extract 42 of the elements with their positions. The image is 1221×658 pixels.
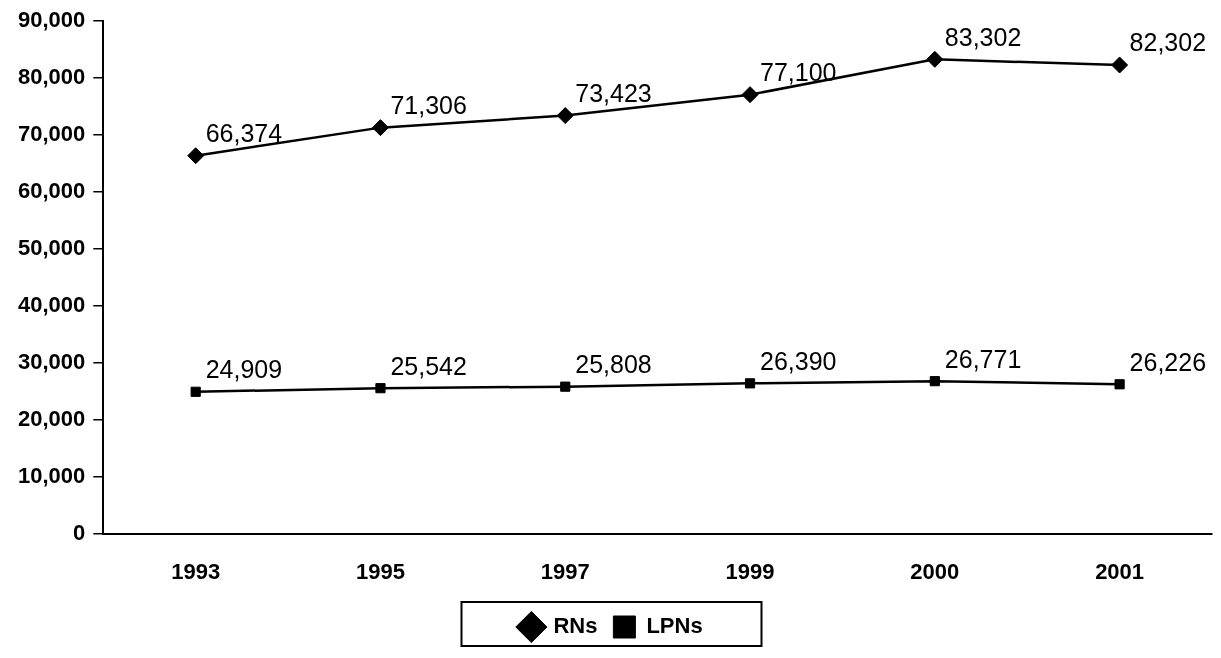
x-tick-label: 1993: [171, 558, 221, 584]
y-tick-label: 20,000: [17, 405, 86, 431]
point: [1111, 56, 1129, 74]
y-tick-label: 60,000: [17, 178, 86, 204]
data-label: 26,390: [760, 346, 837, 375]
point: [926, 50, 944, 68]
y-tick-label: 50,000: [17, 235, 86, 260]
y-tick-label: 30,000: [17, 348, 86, 374]
data-label: 26,226: [1129, 347, 1207, 376]
point: [929, 376, 940, 387]
point: [375, 383, 386, 394]
point: [1114, 379, 1125, 390]
data-label: 82,302: [1129, 28, 1207, 57]
x-tick-label: 1997: [540, 558, 590, 584]
data-label: 25,808: [575, 350, 652, 379]
x-tick-label: 1995: [355, 558, 405, 584]
point: [560, 381, 571, 392]
data-label: 25,542: [390, 351, 467, 380]
x-tick-label: 2001: [1095, 558, 1145, 584]
data-label: 71,306: [390, 91, 467, 120]
legend-label: LPNs: [646, 613, 703, 639]
point: [371, 119, 389, 137]
y-tick-label: 40,000: [17, 291, 86, 317]
y-tick-label: 10,000: [17, 462, 86, 488]
x-tick-label: 2000: [910, 558, 960, 584]
y-tick-label: 90,000: [17, 7, 86, 33]
point: [187, 147, 205, 165]
y-tick-label: 80,000: [17, 64, 86, 90]
y-tick-label: 0: [73, 519, 86, 545]
legend-label: RNs: [553, 613, 598, 639]
y-tick-label: 70,000: [17, 121, 86, 147]
data-label: 83,302: [944, 22, 1022, 51]
data-label: 73,423: [575, 78, 652, 107]
data-label: 77,100: [760, 58, 837, 87]
data-label: 66,374: [205, 119, 283, 148]
point: [556, 107, 574, 125]
point: [741, 86, 759, 104]
point: [190, 386, 201, 397]
data-label: 24,909: [205, 355, 283, 384]
point: [744, 378, 756, 389]
data-label: 26,771: [944, 344, 1022, 373]
x-tick-label: 1999: [725, 558, 775, 584]
